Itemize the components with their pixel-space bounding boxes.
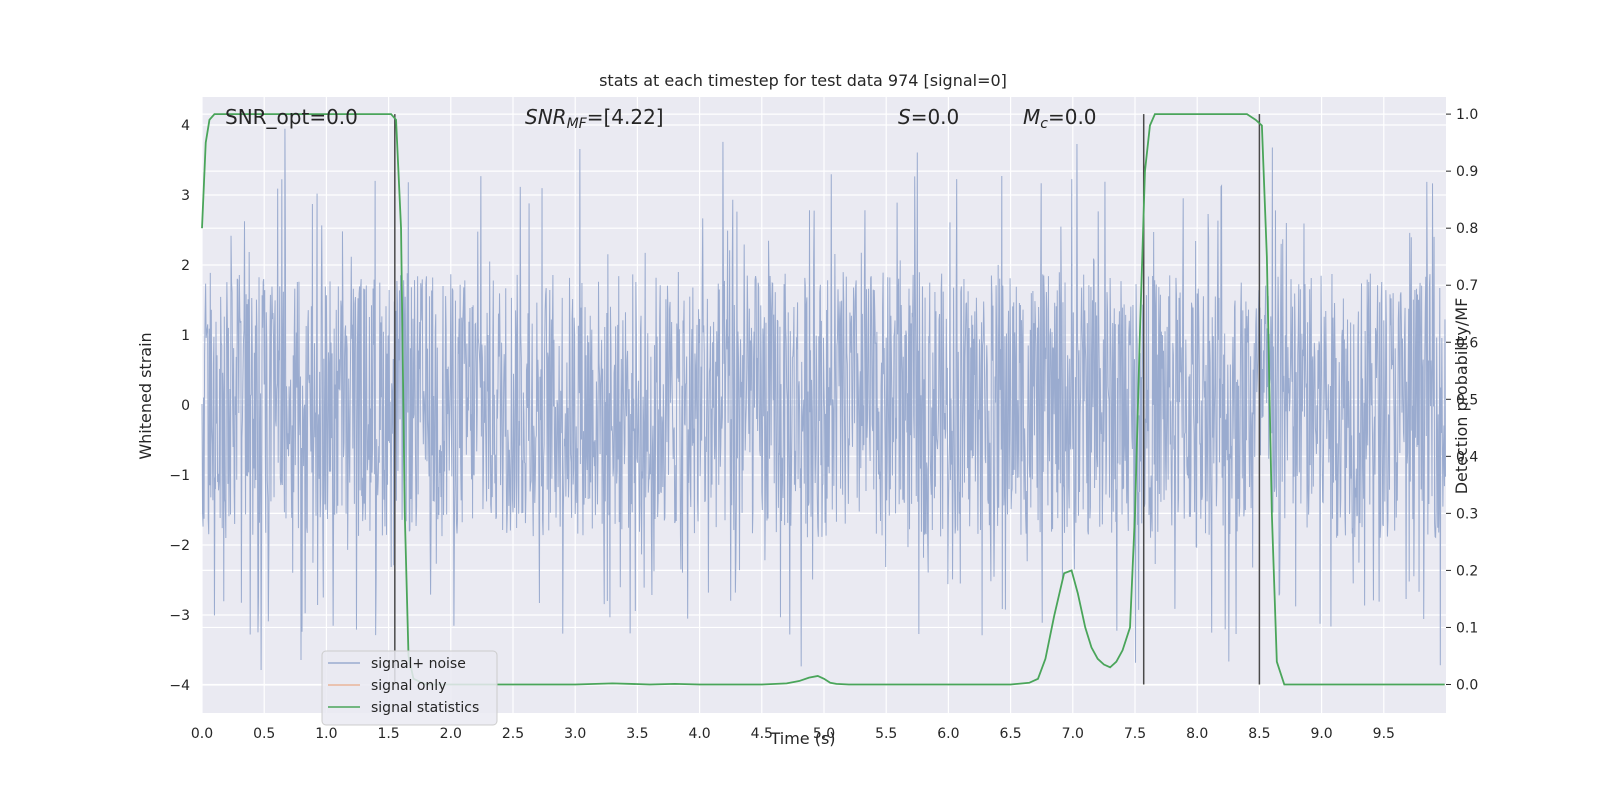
s-value: =0.0 (911, 105, 960, 129)
y-tick-label-left: −3 (169, 608, 190, 624)
x-tick-label: 4.0 (688, 726, 710, 742)
y-tick-label-right: 0.3 (1456, 506, 1478, 522)
y-tick-label-right: 0.0 (1456, 677, 1478, 693)
y-tick-label-right: 0.9 (1456, 164, 1478, 180)
annotation-mc: Mc=0.0 (1023, 105, 1097, 132)
mc-value: =0.0 (1048, 105, 1097, 129)
snr-mf-sub: MF (567, 116, 588, 132)
snr-mf-value: =[4.22] (587, 105, 664, 129)
y-tick-label-left: −1 (169, 468, 190, 484)
x-tick-label: 6.0 (937, 726, 959, 742)
series-signal-statistics (201, 113, 1445, 686)
y-tick-label-right: 0.6 (1456, 335, 1478, 351)
x-tick-label: 8.5 (1248, 726, 1270, 742)
legend-box (321, 650, 498, 726)
y-tick-label-right: 0.7 (1456, 278, 1478, 294)
x-tick-label: 2.5 (502, 726, 524, 742)
x-tick-label: 3.0 (564, 726, 586, 742)
annotation-s: S=0.0 (898, 105, 959, 129)
legend-label-signal-only: signal only (371, 678, 446, 694)
y-tick-label-right: 0.4 (1456, 449, 1478, 465)
y-tick-label-left: −2 (169, 538, 190, 554)
x-tick-label: 6.5 (999, 726, 1021, 742)
y-tick-label-right: 0.1 (1456, 620, 1478, 636)
x-tick-label: 0.0 (191, 726, 213, 742)
y-tick-label-left: −4 (169, 678, 190, 694)
y-tick-label-left: 2 (181, 258, 190, 274)
chart-title: stats at each timestep for test data 974… (599, 71, 1007, 90)
x-tick-label: 4.5 (751, 726, 773, 742)
y-tick-label-right: 1.0 (1456, 107, 1478, 123)
x-tick-label: 7.0 (1062, 726, 1084, 742)
x-tick-label: 8.0 (1186, 726, 1208, 742)
x-ticks: 0.0 0.5 1.0 1.5 2.0 2.5 3.0 3.5 4.0 4.5 5.0 5.5 6.0 6… (191, 726, 1395, 742)
x-tick-label: 2.0 (440, 726, 462, 742)
x-tick-label: 0.5 (253, 726, 275, 742)
y-tick-label-left: 1 (181, 328, 190, 344)
x-tick-label: 1.0 (315, 726, 337, 742)
annotation-snr-opt: SNR_opt=0.0 (225, 105, 358, 129)
y-axis-label-left: Whitened strain (136, 332, 155, 459)
x-tick-label: 9.5 (1373, 726, 1395, 742)
annotation-snr-mf: SNRMF=[4.22] (525, 105, 664, 132)
x-tick-label: 3.5 (626, 726, 648, 742)
x-tick-label: 5.0 (813, 726, 835, 742)
y-ticks-right: 1.0 0.9 0.8 0.7 0.6 0.5 0.4 0.3 0.2 0.1 0.0 (1446, 107, 1478, 693)
s-base: S (898, 105, 911, 129)
y-tick-label-left: 0 (181, 398, 190, 414)
x-tick-label: 1.5 (377, 726, 399, 742)
legend-label-signal-noise: signal+ noise (371, 656, 466, 672)
x-tick-label: 7.5 (1124, 726, 1146, 742)
y-tick-label-right: 0.8 (1456, 221, 1478, 237)
y-tick-label-right: 0.5 (1456, 392, 1478, 408)
x-axis-label: Time (s) (769, 729, 835, 748)
series-signal-noise (201, 128, 1446, 671)
mc-sub: c (1040, 116, 1048, 132)
x-tick-label: 5.5 (875, 726, 897, 742)
x-tick-label: 9.0 (1310, 726, 1332, 742)
y-tick-label-right: 0.2 (1456, 563, 1478, 579)
y-tick-label-left: 3 (181, 188, 190, 204)
legend-label-signal-statistics: signal statistics (371, 700, 479, 716)
y-axis-label-right: Detection probability/MF (1452, 298, 1471, 495)
snr-mf-base: SNR (525, 105, 567, 129)
y-tick-label-left: 4 (181, 118, 190, 134)
y-ticks-left: 4 3 2 1 0 −1 −2 −3 −4 (169, 118, 190, 694)
mc-base: M (1023, 105, 1040, 129)
legend: signal+ noise signal only signal statist… (321, 650, 498, 726)
